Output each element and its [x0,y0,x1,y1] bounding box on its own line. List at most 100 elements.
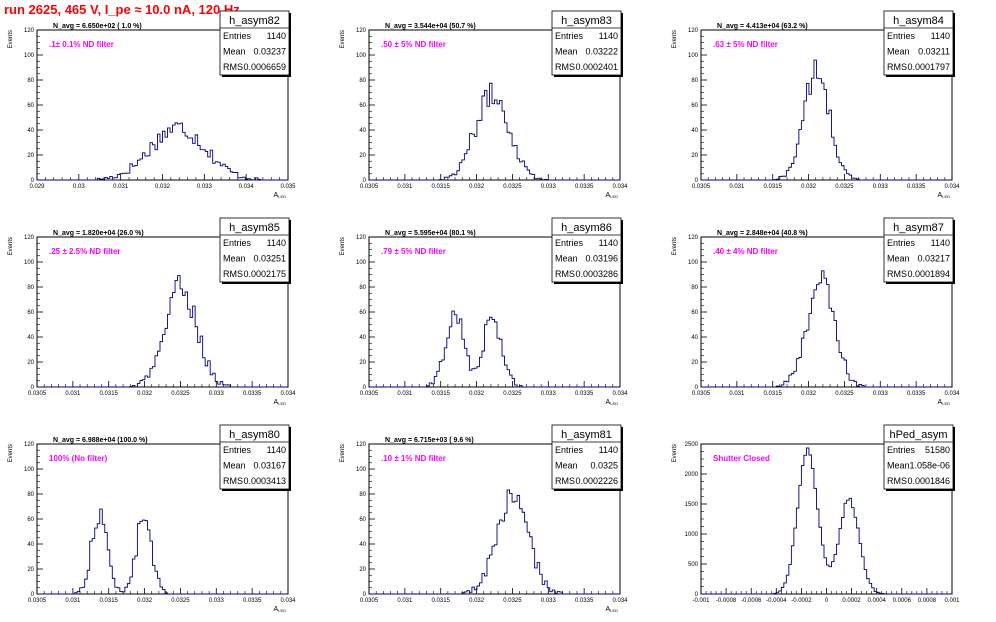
x-tick-label: 0.031 [729,184,745,190]
avg-label: N_avg = 3.544e+04 (50.7 %) [385,23,476,30]
x-tick-label: 0.0325 [503,598,522,604]
stats-box [551,10,622,76]
stats-label: RMS [887,269,907,279]
y-tick-label: 20 [691,153,698,159]
x-tick-label: 0.0325 [171,391,190,397]
y-tick-label: 20 [359,153,366,159]
filter-label: .1± 0.1% ND filter [49,40,114,49]
stats-box [219,10,290,76]
page-title: run 2625, 465 V, I_pe ≈ 10.0 nA, 120 Hz [4,2,240,17]
y-tick-label: 80 [27,492,34,498]
x-axis-title: ALED [606,606,619,613]
filter-label: .10 ± 1% ND filter [381,454,446,463]
x-tick-label: 0.035 [280,184,296,190]
x-tick-label: 0.032 [469,391,485,397]
y-tick-label: 20 [27,153,34,159]
y-tick-label: 60 [27,103,34,109]
x-tick-label: 0.032 [137,391,153,397]
histogram-line [701,447,952,595]
x-tick-label: 0.029 [29,184,45,190]
histogram-panel: 0 20 40 60 80 100 120 0.0305 0.031 0.0315 0.032 0.0… [340,10,628,199]
y-tick-label: 120 [356,442,367,448]
x-tick-label: -0.001 [692,598,710,604]
y-tick-label: 60 [359,310,366,316]
stats-box [219,217,290,283]
histogram-name: h_asym82 [229,15,280,27]
histogram-name: h_asym84 [893,15,944,27]
stats-label: Entries [223,31,252,41]
y-tick-label: 60 [691,310,698,316]
y-tick-label: 60 [27,310,34,316]
y-tick-label: 20 [359,567,366,573]
x-tick-label: -0.0008 [716,598,737,604]
x-axis-title: ALED [938,399,951,406]
x-tick-label: 0.0335 [575,391,594,397]
x-tick-label: 0.033 [541,391,557,397]
y-tick-label: 0 [363,178,367,184]
y-tick-label: 120 [688,28,699,34]
stats-label: Mean [887,254,910,264]
stats-value: 1.058e-06 [909,461,950,471]
y-tick-label: 60 [359,103,366,109]
stats-value: 0.03196 [585,254,618,264]
x-tick-label: 0.0305 [360,598,379,604]
histogram-line [37,275,288,388]
x-tick-label: 0.0004 [868,598,887,604]
y-axis-title: Events [8,30,14,48]
y-tick-label: 500 [688,562,699,568]
y-tick-label: 0 [31,592,35,598]
y-tick-label: 100 [24,467,35,473]
y-tick-label: 60 [691,103,698,109]
histogram-name: h_asym87 [893,222,944,234]
stats-label: Mean [223,47,246,57]
x-tick-label: 0.0315 [100,598,119,604]
stats-value: 0.0001846 [907,476,950,486]
stats-value: 0.0002401 [575,62,618,72]
x-tick-label: 0.031 [65,598,81,604]
x-tick-label: 0.0325 [835,391,854,397]
y-tick-label: 0 [695,592,699,598]
y-axis-title: Events [340,237,346,255]
stats-value: 0.0325 [590,461,618,471]
y-tick-label: 20 [691,360,698,366]
x-tick-label: 0 [825,598,829,604]
x-tick-label: 0.034 [280,391,296,397]
x-tick-label: 0.033 [541,598,557,604]
x-tick-label: -0.0002 [791,598,812,604]
histogram-line [701,59,952,181]
y-tick-label: 20 [27,567,34,573]
avg-label: N_avg = 2.848e+04 (40.8 %) [717,230,808,237]
y-axis-title: Events [672,237,678,255]
y-tick-label: 60 [27,517,34,523]
y-tick-label: 120 [24,442,35,448]
y-tick-label: 120 [356,235,367,241]
x-tick-label: 0.0315 [764,184,783,190]
x-tick-label: -0.0006 [741,598,762,604]
filter-label: .79 ± 5% ND filter [381,247,446,256]
y-axis-title: Events [8,444,14,462]
x-axis-subscript: LED [942,194,950,199]
y-tick-label: 80 [691,78,698,84]
x-axis-subscript: LED [610,401,618,406]
stats-label: Entries [887,238,916,248]
histogram-name: h_asym83 [561,15,612,27]
avg-label: N_avg = 1.820e+04 (26.0 %) [53,230,144,237]
stats-box [551,424,622,490]
avg-label: N_avg = 5.595e+04 (80.1 %) [385,230,476,237]
histogram-line [369,310,620,388]
x-tick-label: 0.031 [65,391,81,397]
stats-label: Mean [887,461,910,471]
histogram-line [701,270,952,388]
stats-box [883,424,954,490]
stats-box [883,10,954,76]
stats-label: RMS [555,62,575,72]
histogram-panel: 0 20 40 60 80 100 120 0.0305 0.031 0.0315 0.032 0.0… [340,217,628,406]
avg-label: N_avg = 6.715e+03 ( 9.6 %) [385,437,474,444]
stats-label: RMS [223,62,243,72]
y-tick-label: 40 [359,128,366,134]
y-tick-label: 0 [31,178,35,184]
x-axis-subscript: LED [278,194,286,199]
y-tick-label: 100 [688,53,699,59]
stats-label: Mean [223,461,246,471]
